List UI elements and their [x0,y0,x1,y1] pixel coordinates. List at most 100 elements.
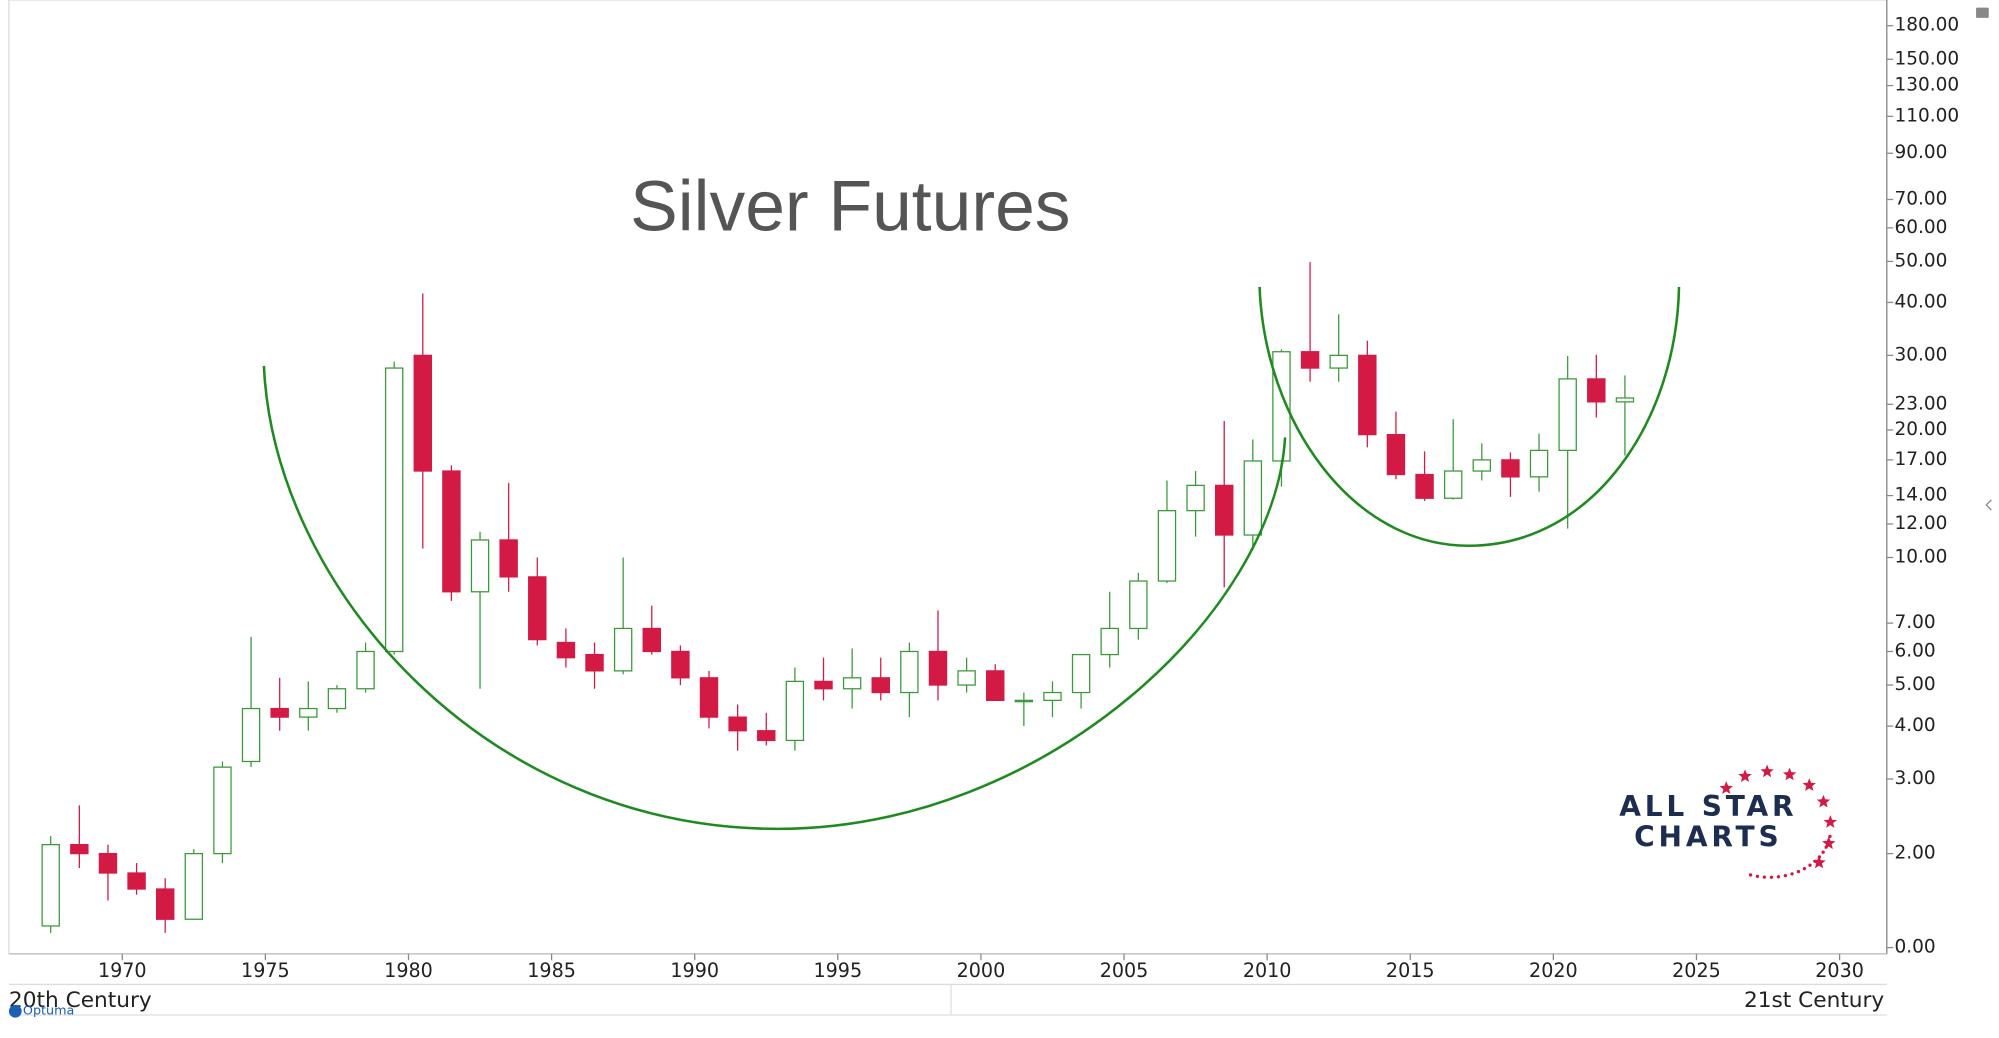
candle-body [842,677,862,690]
candle-body [1300,351,1320,369]
lock-icon[interactable] [1976,7,1989,18]
candle-body [299,707,318,718]
candle-body [184,852,204,920]
handle-arc [1258,286,1681,548]
candle-body [814,680,833,690]
candle-body [1615,397,1635,403]
candle-body [384,367,404,653]
logo-dot [1762,875,1767,879]
x-tick-label: 2015 [1386,959,1435,982]
x-tick-label: 1990 [670,959,719,982]
logo-dot [1828,834,1832,839]
x-tick-label: 1980 [384,959,433,982]
candle-body [70,844,89,855]
x-tick-label: 1995 [813,959,862,982]
candle-body [1071,653,1091,694]
y-tick-label: 12.00 [1894,513,1947,534]
candle-body [499,539,518,578]
y-tick-label: 90.00 [1894,142,1947,163]
logo-dot [1790,872,1794,876]
logo-dot [1769,875,1774,879]
x-tick-label: 1985 [527,959,576,982]
logo-dot [1817,855,1822,859]
candle-body [785,680,805,742]
logo-star [1782,767,1797,781]
y-tick-label: 0.00 [1894,937,1935,958]
candle-body [1243,460,1263,536]
era-label: 20th Century [9,988,152,1013]
logo-star [1719,781,1733,794]
logo-dot [1748,873,1753,877]
logo-dot [1796,869,1801,874]
logo-star [1738,769,1752,782]
y-tick-label: 40.00 [1894,291,1947,312]
collapse-arrow[interactable] [1985,499,1992,511]
candle-body [442,470,461,593]
candle-body [1386,433,1406,476]
y-tick-label: 30.00 [1894,344,1947,365]
logo-star [1760,764,1774,778]
candle-body [613,627,633,672]
candle-body [213,766,232,855]
candle-body [699,677,719,718]
y-tick-label: 130.00 [1894,75,1959,96]
era-label: 21st Century [1744,988,1884,1013]
y-tick-label: 2.00 [1894,843,1935,864]
candle-body [1529,449,1549,478]
logo-dot [1802,867,1807,871]
y-tick-label: 3.00 [1894,768,1935,789]
y-tick-label: 7.00 [1894,612,1935,633]
candle-body [1501,459,1520,478]
x-tick-label: 2025 [1672,959,1721,982]
logo-dot [1826,840,1831,844]
logo-text: CHARTS [1634,821,1782,854]
candle-body [1186,484,1205,512]
candle-body [155,888,175,920]
candle-body [1014,699,1034,703]
logo-dot [1824,845,1828,849]
candle-body [871,677,890,694]
logo-dot [1783,874,1788,878]
candle-body [327,688,347,710]
candle-body [585,653,604,672]
candle-body [556,641,576,659]
candle-body [241,707,261,763]
candle-body [757,730,776,742]
candle-body [1558,378,1577,452]
candle-body [127,872,146,890]
candle-body [1415,473,1434,499]
x-tick-label: 2000 [957,959,1006,982]
candle-body [1587,378,1606,403]
candle-body [986,670,1005,702]
candle-body [1443,470,1463,499]
candle-body [528,576,547,641]
logo-star [1823,815,1837,828]
candle-body [1329,354,1348,369]
y-tick-label: 150.00 [1894,48,1959,69]
logo-dot [1821,850,1825,854]
candle-body [1043,691,1062,702]
candle-body [957,670,976,686]
candle-body [1214,484,1234,536]
y-tick-label: 180.00 [1894,15,1959,36]
candle-body [728,716,747,732]
x-tick-label: 1975 [241,959,290,982]
logo-dot [1755,874,1760,879]
x-tick-label: 2020 [1529,959,1578,982]
logo: ALL STAR CHARTS [1619,764,1837,879]
chart-title: Silver Futures [630,167,1070,247]
watermark: Optuma [23,1004,74,1019]
logo-star [1812,855,1826,869]
candle-body [1100,627,1119,656]
y-tick-label: 6.00 [1894,640,1935,661]
candle-body [41,844,60,927]
watermark-icon [8,1004,22,1018]
x-tick-label: 1970 [98,959,147,982]
y-tick-label: 110.00 [1894,105,1959,126]
candle-body [1157,510,1177,582]
candle-body [900,650,919,694]
candle-body [270,707,289,718]
